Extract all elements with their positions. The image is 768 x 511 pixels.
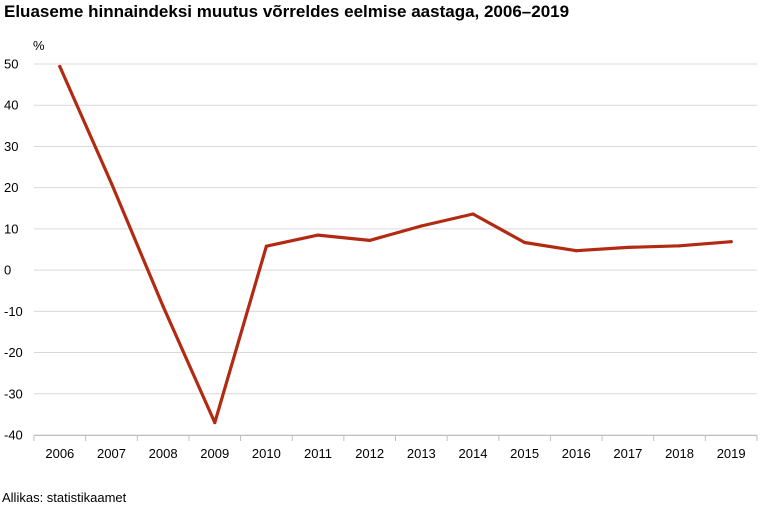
data-point	[523, 240, 527, 245]
y-tick-label: 30	[4, 139, 18, 154]
data-point	[368, 238, 372, 243]
data-point	[109, 181, 114, 186]
x-tick-label: 2007	[97, 446, 126, 461]
data-point	[677, 244, 682, 248]
gridlines	[34, 63, 757, 436]
x-tick-label: 2012	[355, 446, 384, 461]
y-tick-label: -20	[4, 345, 23, 360]
chart-title: Eluaseme hinnaindeksi muutus võrreldes e…	[4, 2, 570, 21]
y-tick-label: 20	[4, 180, 18, 195]
data-point	[574, 249, 578, 253]
data-point	[316, 233, 320, 237]
y-tick-label: 0	[4, 263, 11, 278]
x-tick-label: 2018	[665, 446, 694, 461]
y-tick-label: -10	[4, 304, 23, 319]
x-tick-label: 2017	[613, 446, 642, 461]
data-point	[729, 240, 733, 244]
x-tick-label: 2015	[510, 446, 539, 461]
x-axis-tick-labels: 2006 2007 2008 2009 2010 2011 2012 2013 2014 2015…	[45, 446, 745, 461]
data-point	[213, 421, 217, 425]
x-tick-label: 2006	[45, 446, 74, 461]
data-point	[264, 244, 268, 248]
x-tick-label: 2013	[407, 446, 436, 461]
series-line	[58, 64, 733, 425]
x-tick-label: 2010	[252, 446, 281, 461]
data-point	[419, 224, 423, 228]
x-tick-label: 2019	[717, 446, 746, 461]
x-axis	[33, 435, 758, 441]
x-tick-label: 2008	[149, 446, 178, 461]
y-tick-label: -40	[4, 428, 23, 443]
y-tick-label: -30	[4, 386, 23, 401]
x-tick-label: 2011	[304, 446, 332, 461]
x-tick-label: 2016	[562, 446, 591, 461]
x-tick-label: 2009	[200, 446, 229, 461]
y-tick-label: 40	[4, 98, 18, 113]
data-point	[471, 212, 475, 216]
y-axis-label: %	[33, 38, 45, 53]
series-lines	[58, 64, 733, 425]
x-tick-label: 2014	[459, 446, 488, 461]
y-tick-label: 50	[4, 57, 18, 72]
y-tick-label: 10	[4, 221, 18, 236]
data-point	[626, 245, 630, 250]
y-axis-tick-labels: 50 40 30 20 10 0 -10 -20 -30 -40	[4, 57, 23, 443]
data-point	[58, 64, 62, 69]
source-note: Allikas: statistikaamet	[2, 490, 127, 505]
data-point	[161, 304, 165, 308]
